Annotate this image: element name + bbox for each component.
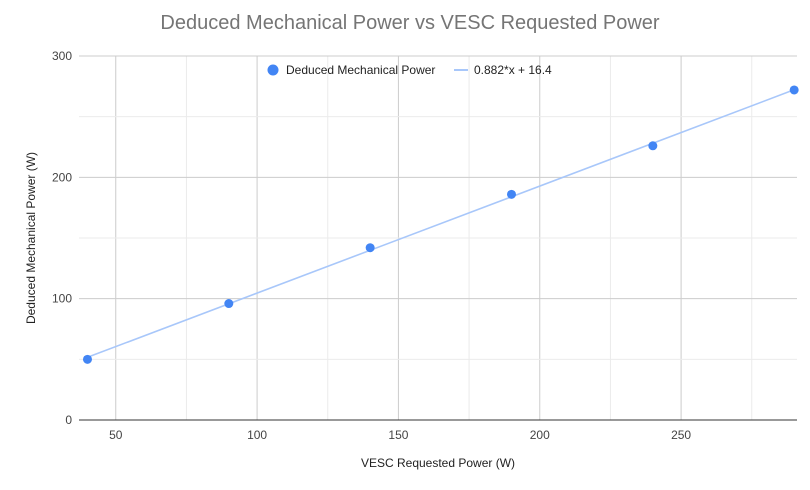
chart-title: Deduced Mechanical Power vs VESC Request… (160, 12, 659, 34)
data-point (506, 189, 516, 199)
legend-marker-points (267, 64, 279, 76)
y-axis-label: Deduced Mechanical Power (W) (24, 152, 38, 324)
x-axis-label: VESC Requested Power (W) (361, 456, 515, 470)
y-tick-label: 200 (52, 170, 72, 184)
trendline (87, 87, 798, 359)
data-points (82, 85, 799, 364)
y-tick-label: 300 (52, 49, 72, 63)
x-tick-label: 200 (530, 428, 550, 442)
grid (79, 55, 797, 420)
trendline-layer (87, 87, 798, 359)
data-point (789, 85, 799, 95)
y-tick-label: 100 (52, 292, 72, 306)
x-tick-label: 250 (671, 428, 691, 442)
data-point (365, 243, 375, 253)
y-tick-label: 0 (65, 413, 72, 427)
data-point (648, 141, 658, 151)
legend-label-trendline: 0.882*x + 16.4 (474, 63, 552, 77)
legend: Deduced Mechanical Power 0.882*x + 16.4 (267, 63, 552, 77)
data-point (224, 299, 234, 309)
x-tick-label: 100 (247, 428, 267, 442)
x-tick-label: 50 (109, 428, 123, 442)
data-point (82, 354, 92, 364)
legend-label-points: Deduced Mechanical Power (286, 63, 435, 77)
tick-labels: 50 100 150 200 250 0 100 200 300 (52, 49, 691, 442)
x-tick-label: 150 (388, 428, 408, 442)
